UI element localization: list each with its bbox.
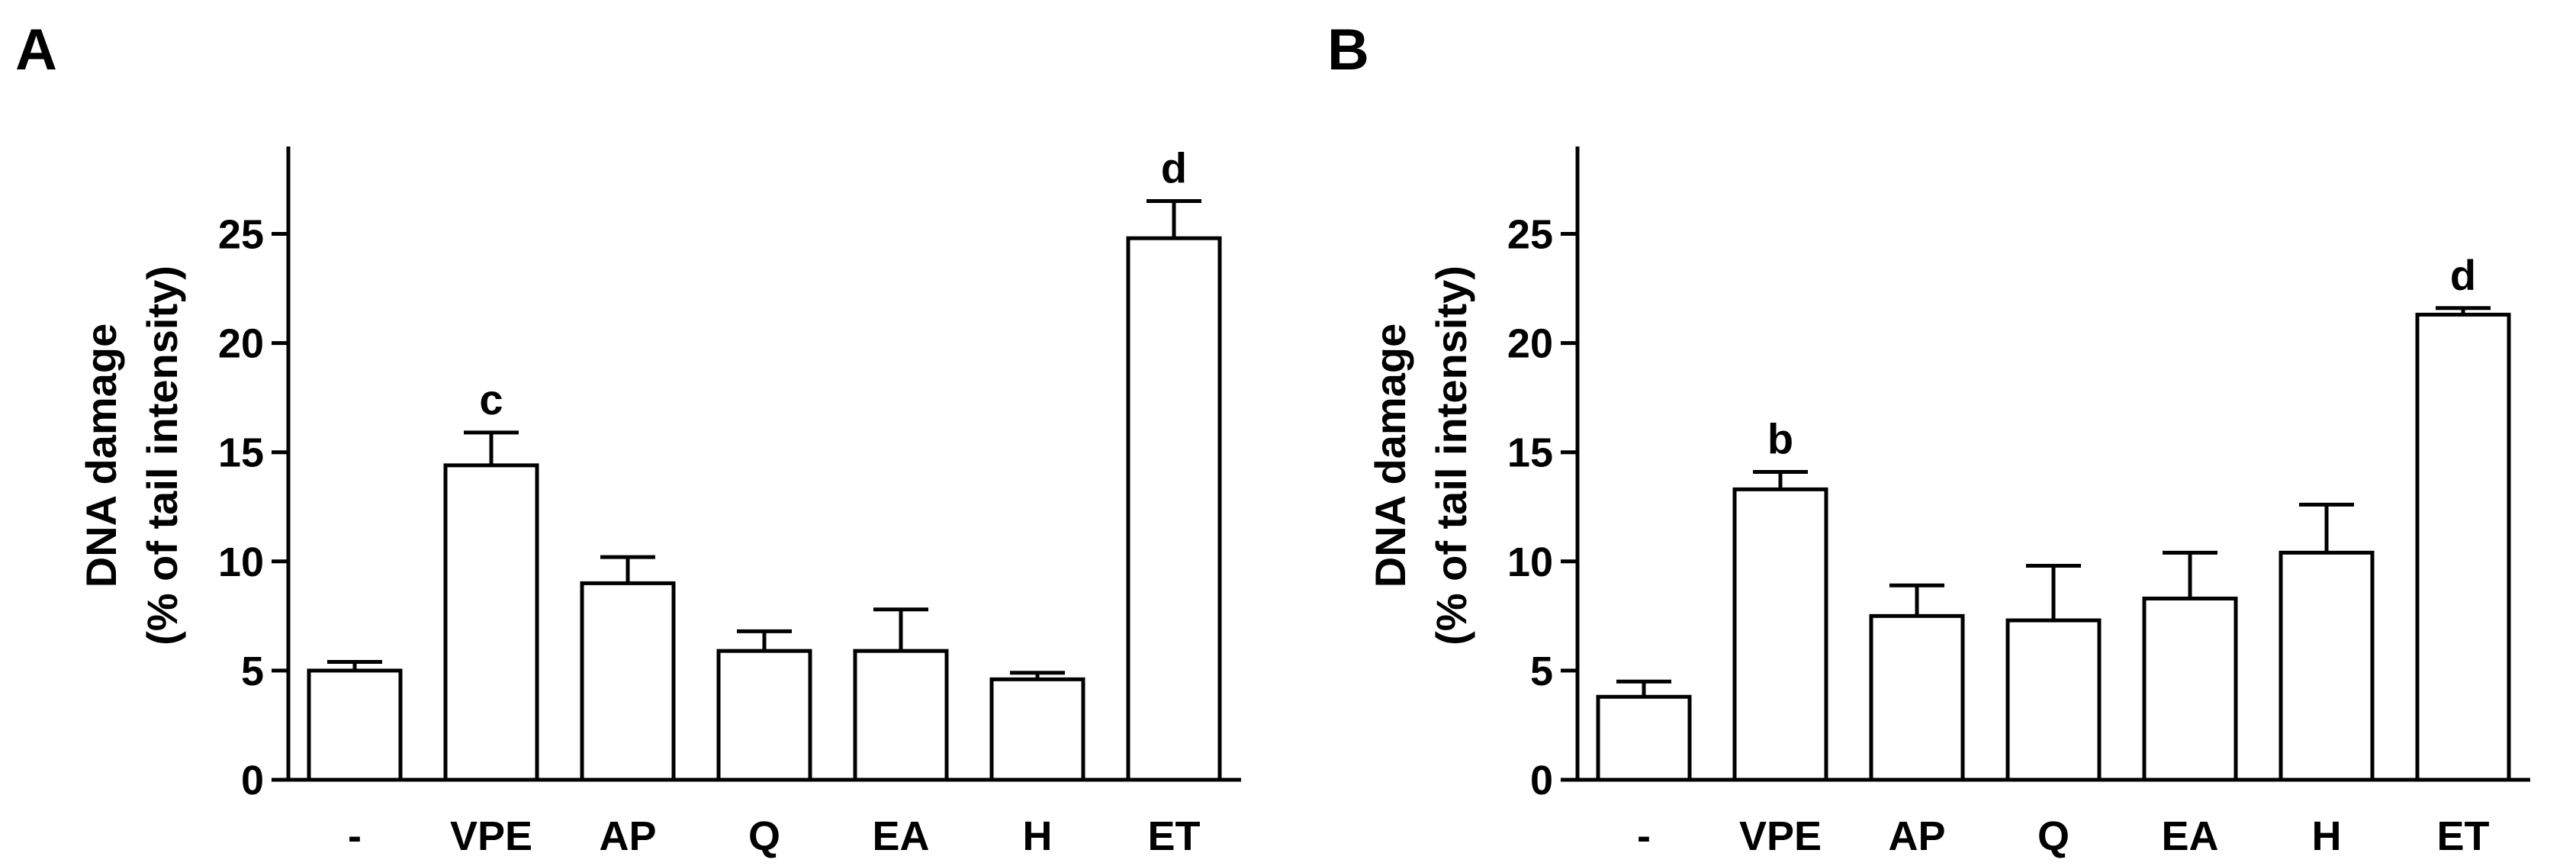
y-axis-label-line1: DNA damage — [77, 324, 125, 588]
x-tick-label: VPE — [1739, 813, 1822, 859]
x-tick-label: ET — [1147, 813, 1200, 859]
bar — [2005, 618, 2102, 782]
panel-letter-a: A — [15, 18, 57, 82]
significance-letter: d — [1161, 144, 1187, 192]
significance-letter: b — [1767, 414, 1793, 462]
bar — [853, 649, 949, 782]
x-tick-label: AP — [1888, 813, 1945, 859]
y-axis-label-line2: (% of tail intensity) — [138, 266, 186, 645]
y-tick-label: 25 — [1507, 211, 1553, 257]
bar — [2415, 312, 2511, 782]
bar — [989, 677, 1085, 782]
x-tick-label: ET — [2436, 813, 2489, 859]
bar — [2279, 550, 2375, 782]
y-tick-label: 20 — [218, 321, 264, 367]
y-tick-label: 10 — [1507, 539, 1553, 585]
y-tick-label: 15 — [218, 430, 264, 476]
y-tick-label: 15 — [1507, 430, 1553, 476]
y-tick-label: 5 — [1530, 649, 1553, 694]
bar-chart-b: 0 5 10 15 20 25 DNA damage (% of tail intensity… — [1366, 146, 2530, 859]
x-tick-label: VPE — [450, 813, 532, 859]
x-tick-label: H — [2312, 813, 2342, 859]
bar — [1126, 236, 1222, 782]
y-axis-label-line1: DNA damage — [1366, 324, 1414, 588]
chart-panel-b: B 0 5 10 15 20 25 DNA damage (% of tail intensi… — [1289, 0, 2576, 866]
panel-letter-b: B — [1327, 18, 1369, 82]
bar — [443, 463, 539, 782]
x-tick-label: EA — [2161, 813, 2218, 859]
significance-letter: d — [2450, 251, 2476, 299]
bar — [2142, 596, 2238, 782]
bar — [1596, 694, 1692, 782]
x-tick-label: Q — [748, 813, 780, 859]
bar-chart-a: 0 5 10 15 20 25 DNA damage (% of tail intensity… — [77, 144, 1241, 859]
y-tick-label: 10 — [218, 539, 264, 585]
y-tick-label: 5 — [241, 649, 264, 694]
bar — [1732, 487, 1828, 782]
bar — [580, 581, 676, 782]
bar — [307, 668, 403, 782]
bar — [716, 649, 812, 782]
x-tick-label: - — [348, 813, 362, 859]
x-tick-label: - — [1637, 813, 1651, 859]
y-tick-label: 20 — [1507, 321, 1553, 367]
y-axis-label-line2: (% of tail intensity) — [1427, 266, 1475, 645]
y-tick-label: 25 — [218, 211, 264, 257]
x-tick-label: Q — [2037, 813, 2069, 859]
x-tick-label: EA — [872, 813, 929, 859]
bar — [1869, 613, 1965, 782]
x-tick-label: AP — [599, 813, 656, 859]
chart-panel-a: A 0 5 10 15 20 25 DNA damage (% of tail intensi… — [15, 18, 1241, 859]
y-tick-label: 0 — [1530, 758, 1553, 803]
significance-letter: c — [479, 375, 503, 423]
y-tick-label: 0 — [241, 758, 264, 803]
x-tick-label: H — [1023, 813, 1053, 859]
